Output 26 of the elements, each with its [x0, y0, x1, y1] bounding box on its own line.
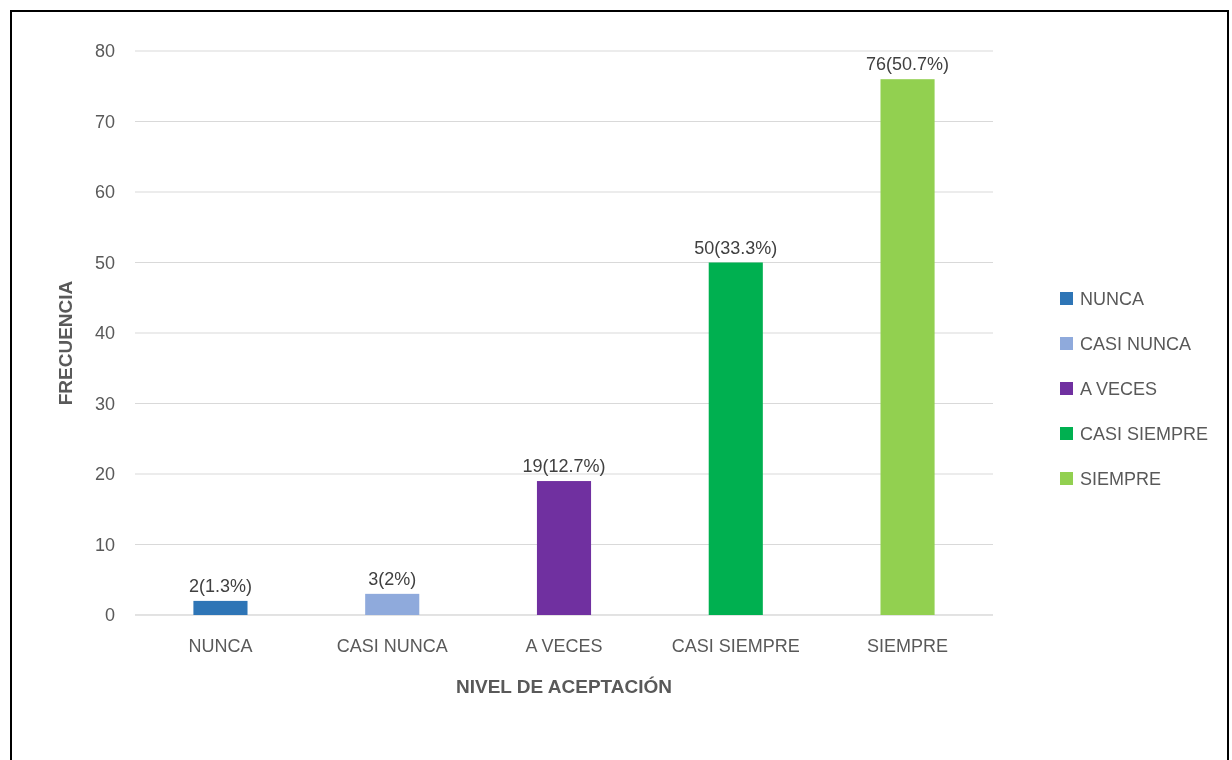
x-tick-label: A VECES: [525, 636, 603, 656]
data-label: 3(2%): [368, 568, 417, 589]
y-tick-label: 40: [94, 323, 115, 344]
data-label: 19(12.7%): [522, 456, 606, 477]
y-tick-label: 70: [94, 111, 115, 132]
y-tick-label: 30: [94, 393, 115, 414]
x-tick-label: CASI SIEMPRE: [671, 636, 800, 656]
x-tick-label: SIEMPRE: [867, 636, 949, 656]
y-tick-label: 20: [94, 464, 115, 485]
y-tick-label: 60: [94, 182, 115, 203]
data-label: 76(50.7%): [866, 54, 950, 75]
x-axis-title: NIVEL DE ACEPTACIÓN: [455, 676, 673, 697]
data-label: 2(1.3%): [188, 575, 252, 596]
legend-label: A VECES: [1080, 379, 1158, 400]
data-label: 50(33.3%): [694, 237, 778, 258]
legend-label: CASI NUNCA: [1080, 334, 1192, 355]
y-tick-label: 0: [104, 605, 115, 626]
legend-label: SIEMPRE: [1080, 469, 1162, 490]
x-tick-label: NUNCA: [188, 636, 253, 656]
y-tick-label: 10: [94, 534, 115, 555]
x-tick-label: CASI NUNCA: [336, 636, 448, 656]
legend-label: CASI SIEMPRE: [1080, 424, 1209, 445]
legend-label: NUNCA: [1080, 289, 1145, 310]
y-axis-title: FRECUENCIA: [55, 280, 76, 406]
y-tick-label: 50: [94, 252, 115, 273]
y-tick-label: 80: [94, 41, 115, 62]
